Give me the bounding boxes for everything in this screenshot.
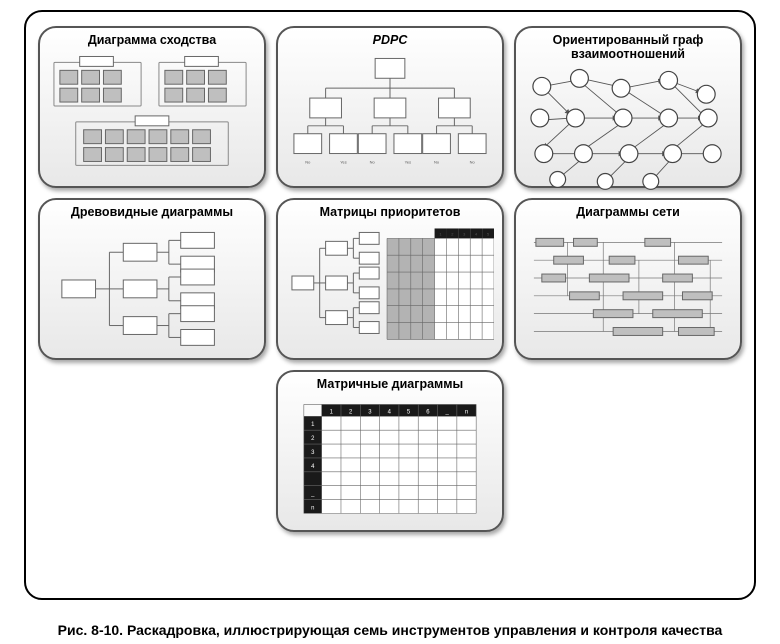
- card-priority: Матрицы приоритетов: [276, 198, 504, 360]
- svg-text:2: 2: [451, 231, 453, 236]
- card-network: Диаграммы сети: [514, 198, 742, 360]
- card-matrix: Матричные диаграммы: [276, 370, 504, 532]
- priority-body: 1 2 3 4 5: [286, 224, 494, 353]
- card-digraph: Ориентированный граф взаимоотношений: [514, 26, 742, 188]
- row-2: Древовидные диаграммы: [36, 198, 744, 360]
- figure-caption: Рис. 8-10. Раскадровка, иллюстрирующая с…: [0, 622, 780, 638]
- storyboard-frame: Диаграмма сходства: [24, 10, 756, 600]
- svg-text:_: _: [310, 491, 315, 497]
- card-title: Диаграмма сходства: [48, 34, 256, 48]
- card-title: PDPC: [286, 34, 494, 48]
- tree-body: [48, 224, 256, 353]
- svg-text:2: 2: [311, 436, 314, 442]
- network-body: [524, 224, 732, 353]
- svg-text:No: No: [470, 159, 476, 164]
- svg-text:Yes: Yes: [340, 159, 346, 164]
- card-title: Ориентированный граф взаимоотношений: [524, 34, 732, 62]
- svg-text:n: n: [465, 409, 468, 415]
- row-3: Матричные диаграммы: [36, 370, 744, 532]
- card-title: Древовидные диаграммы: [48, 206, 256, 220]
- card-pdpc: PDPC No: [276, 26, 504, 188]
- matrix-body: 1 2 3 4 5 6 _ n 1 2 3: [286, 396, 494, 525]
- pdpc-body: No Yes No Yes No No: [286, 52, 494, 181]
- svg-text:1: 1: [439, 231, 441, 236]
- card-title: Диаграммы сети: [524, 206, 732, 220]
- svg-text:No: No: [370, 159, 376, 164]
- card-tree: Древовидные диаграммы: [38, 198, 266, 360]
- svg-text:_: _: [445, 409, 450, 415]
- svg-text:2: 2: [349, 409, 352, 415]
- svg-text:Yes: Yes: [405, 159, 411, 164]
- svg-text:n: n: [311, 505, 314, 511]
- affinity-body: [48, 52, 256, 181]
- svg-text:No: No: [434, 159, 440, 164]
- svg-text:No: No: [305, 159, 311, 164]
- card-title: Матрицы приоритетов: [286, 206, 494, 220]
- card-affinity: Диаграмма сходства: [38, 26, 266, 188]
- row-1: Диаграмма сходства: [36, 26, 744, 188]
- card-title: Матричные диаграммы: [286, 378, 494, 392]
- digraph-body: [524, 66, 732, 195]
